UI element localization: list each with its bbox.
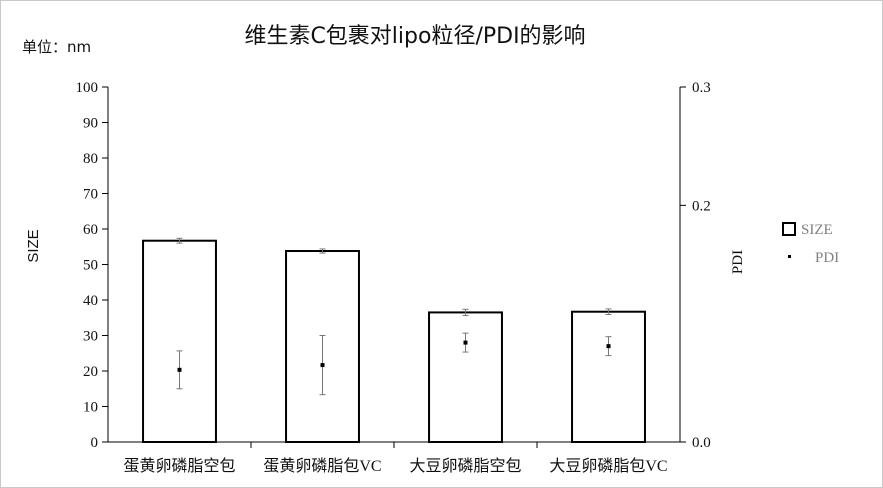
unit-label: 单位：nm — [22, 38, 92, 56]
y-axis-right: 0.0 0.2 0.3 — [679, 80, 711, 451]
x-axis: 蛋黄卵磷脂空包 蛋黄卵磷脂包VC 大豆卵磷脂空包 大豆卵磷脂包VC — [108, 441, 680, 475]
y-axis-left: 0 10 20 30 40 50 60 70 80 90 100 — [76, 80, 109, 451]
legend-pdi-marker — [788, 255, 791, 258]
x-tick-label: 蛋黄卵磷脂空包 — [123, 457, 235, 475]
y-tick-label: 10 — [83, 400, 98, 416]
y-tick-label: 0 — [91, 435, 99, 451]
y-tick-label: 50 — [83, 258, 98, 274]
y2-tick-label: 0.3 — [692, 80, 711, 96]
y-tick-label: 70 — [83, 187, 98, 203]
y-tick-label: 40 — [83, 293, 98, 309]
y2-axis-title: PDI — [730, 250, 746, 274]
size-bar — [571, 310, 646, 443]
legend-size-label: SIZE — [801, 222, 833, 238]
x-tick-label: 蛋黄卵磷脂包VC — [263, 457, 381, 475]
legend-pdi-label: PDI — [815, 250, 839, 266]
y-tick-label: 100 — [76, 80, 99, 96]
y-tick-label: 30 — [83, 329, 98, 345]
pdi-point — [320, 363, 325, 368]
bars-group — [142, 237, 646, 443]
y-axis-title: SIZE — [25, 229, 42, 262]
pdi-point — [463, 340, 468, 345]
chart-title: 维生素C包裹对lipo粒径/PDI的影响 — [244, 24, 586, 49]
x-tick-label: 大豆卵磷脂包VC — [549, 457, 667, 475]
legend: SIZE PDI — [782, 222, 839, 266]
y-tick-label: 80 — [83, 151, 98, 167]
y2-tick-label: 0.0 — [692, 435, 711, 451]
y-tick-label: 90 — [83, 116, 98, 132]
x-tick-label: 大豆卵磷脂空包 — [409, 457, 521, 475]
pdi-point — [177, 367, 182, 372]
size-bar — [428, 311, 503, 443]
y-tick-label: 60 — [83, 222, 98, 238]
pdi-point — [606, 344, 611, 349]
y-tick-label: 20 — [83, 364, 98, 380]
pdi-points-group — [176, 332, 612, 396]
size-bar — [142, 239, 217, 443]
y2-tick-label: 0.2 — [692, 198, 711, 214]
legend-size-swatch — [782, 222, 796, 236]
